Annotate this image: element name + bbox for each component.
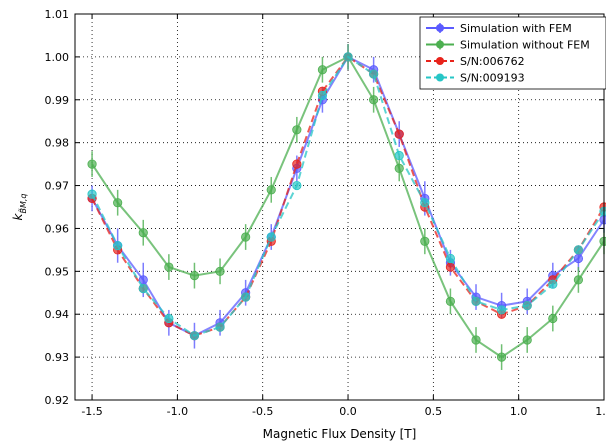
x-tick-label: 1.5 (595, 405, 606, 418)
data-point (292, 125, 302, 135)
legend-marker (436, 73, 444, 82)
legend-entry: S/N:009193 (426, 72, 525, 85)
data-point (241, 292, 251, 302)
legend-entry: S/N:006762 (426, 55, 525, 68)
data-point (138, 283, 148, 294)
data-point (394, 129, 404, 139)
legend-marker (436, 24, 444, 32)
data-point (445, 296, 456, 306)
legend-label: Simulation with FEM (460, 22, 572, 35)
x-axis-label: Magnetic Flux Density [T] (263, 427, 417, 441)
series-3 (87, 52, 606, 341)
data-point (394, 150, 404, 161)
ticks: -1.5 -1.0 -0.5 0.0 0.5 1.0 1.5 0.92 0.93 0.94 0.95… (45, 8, 606, 418)
data-point (522, 301, 532, 311)
data-point (369, 95, 379, 105)
data-point (548, 279, 558, 289)
y-tick-label: 1.00 (45, 51, 70, 64)
series-line (91, 55, 605, 337)
data-point (420, 236, 430, 246)
data-point (548, 313, 558, 324)
data-point (497, 352, 507, 362)
data-point (292, 180, 302, 191)
plot-frame (74, 13, 605, 401)
x-tick-label: 0.5 (425, 405, 443, 418)
data-point (189, 271, 200, 281)
x-tick-label: 1.0 (510, 405, 528, 418)
y-tick-label: 1.01 (45, 8, 70, 21)
y-tick-label: 0.96 (45, 222, 70, 235)
data-point (599, 206, 606, 216)
legend-label: S/N:006762 (460, 55, 525, 68)
data-point (317, 65, 328, 75)
legend-entry: Simulation without FEM (426, 39, 590, 52)
data-point (189, 331, 200, 341)
x-tick-label: 0.0 (339, 405, 357, 418)
data-point (317, 90, 328, 101)
data-point (241, 232, 251, 242)
data-point (471, 335, 481, 345)
y-tick-label: 0.98 (45, 137, 70, 150)
legend-entry: Simulation with FEM (426, 22, 572, 35)
data-point (573, 253, 584, 264)
data-point (292, 159, 302, 169)
data-point (266, 185, 276, 195)
data-point (138, 228, 148, 238)
legend-marker (436, 57, 444, 65)
legend-label: S/N:009193 (460, 72, 525, 85)
x-tick-label: -0.5 (252, 405, 273, 418)
data-point (471, 296, 481, 306)
series-layer (87, 44, 606, 370)
data-point (445, 253, 456, 264)
data-point (87, 189, 97, 199)
y-tick-label: 0.97 (45, 180, 70, 193)
y-tick-label: 0.95 (45, 265, 70, 278)
data-point (369, 69, 379, 79)
data-point (266, 232, 276, 242)
y-tick-label: 0.99 (45, 94, 70, 107)
legend-label: Simulation without FEM (460, 39, 590, 52)
data-point (113, 198, 123, 208)
data-point (113, 241, 123, 251)
data-point (573, 245, 584, 255)
data-point (394, 163, 404, 173)
data-point (420, 198, 430, 208)
data-point (522, 335, 532, 345)
data-point (599, 236, 606, 246)
x-tick-label: -1.0 (167, 405, 188, 418)
y-tick-label: 0.94 (45, 308, 70, 321)
data-point (445, 262, 456, 272)
data-point (573, 275, 584, 285)
data-point (343, 52, 353, 62)
x-tick-label: -1.5 (81, 405, 102, 418)
y-tick-label: 0.92 (45, 394, 70, 407)
data-point (215, 322, 225, 332)
data-point (164, 262, 174, 272)
y-tick-label: 0.93 (45, 351, 70, 364)
data-point (87, 159, 97, 169)
data-point (215, 266, 225, 276)
legend: Simulation with FEM Simulation without FE… (419, 16, 606, 90)
legend-marker (436, 40, 444, 49)
data-point (497, 305, 507, 315)
data-point (164, 313, 174, 324)
